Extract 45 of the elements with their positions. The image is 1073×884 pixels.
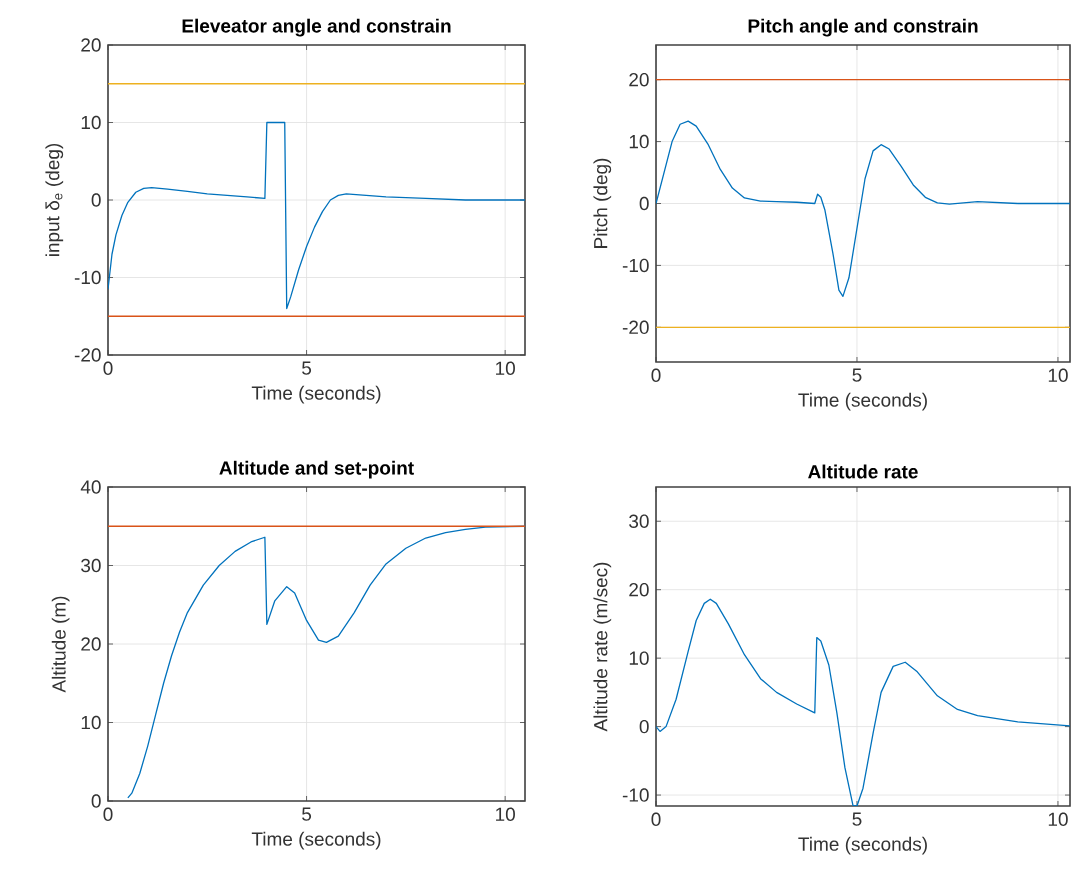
y-tick-label: 0	[639, 196, 649, 211]
y-tick-label: 10	[81, 115, 101, 130]
y-tick-label: 20	[81, 38, 101, 52]
y-tick-label: 30	[629, 514, 649, 528]
x-tick-label: 5	[852, 368, 862, 382]
y-tick-label: 20	[629, 582, 649, 597]
x-tick-label: 0	[651, 368, 661, 382]
x-tick-label: 10	[1048, 812, 1068, 826]
y-tick-label: 30	[81, 558, 101, 573]
x-axis-title: Time (seconds)	[251, 385, 381, 404]
x-tick-label: 0	[103, 807, 113, 821]
x-tick-label: 0	[651, 812, 661, 826]
y-axis-title: Altitude (m)	[51, 596, 70, 693]
y-tick-label: 0	[91, 193, 101, 207]
x-tick-label: 5	[302, 807, 312, 821]
y-tick-label: -10	[622, 258, 649, 273]
y-axis-title: Pitch (deg)	[593, 158, 612, 248]
chart-title: Pitch angle and constrain	[748, 18, 978, 37]
y-tick-label: 40	[80, 480, 101, 494]
x-tick-label: 10	[1048, 368, 1068, 382]
x-axis-title: Time (seconds)	[798, 392, 927, 411]
chart-title: Altitude rate	[808, 464, 918, 479]
y-tick-label: 10	[81, 715, 101, 730]
x-axis-title: Time (seconds)	[251, 831, 381, 850]
y-tick-label: -20	[74, 348, 101, 362]
x-axis-title: Time (seconds)	[798, 836, 927, 855]
line-series	[656, 598, 1071, 807]
y-tick-label: -20	[622, 320, 649, 335]
x-tick-label: 0	[103, 361, 113, 375]
chart-title: Altitude and set-point	[219, 460, 414, 479]
y-tick-label: -10	[622, 788, 649, 802]
y-tick-label: 20	[629, 72, 649, 87]
y-tick-label: 20	[81, 637, 101, 651]
y-tick-label: 0	[91, 794, 101, 808]
x-tick-label: 5	[852, 812, 862, 826]
y-tick-label: 10	[629, 134, 649, 149]
y-tick-label: 10	[629, 651, 649, 665]
x-tick-label: 10	[496, 807, 515, 821]
chart-title: Eleveator angle and constrain	[182, 18, 451, 37]
y-axis-title: input δ$_{e}$ (deg)	[45, 143, 64, 257]
y-axis-title: Altitude rate (m/sec)	[593, 562, 612, 732]
y-tick-label: 0	[639, 719, 649, 734]
x-tick-label: 10	[496, 361, 515, 375]
y-tick-label: -10	[74, 270, 101, 285]
x-tick-label: 5	[302, 361, 312, 375]
